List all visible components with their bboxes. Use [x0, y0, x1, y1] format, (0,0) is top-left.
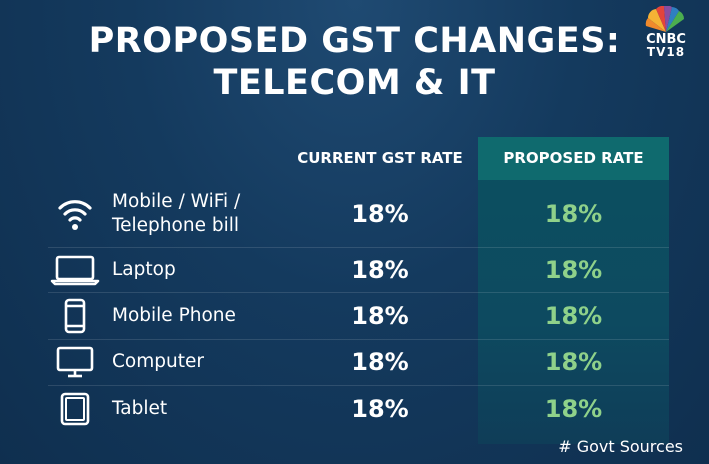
header-proposed-rate: PROPOSED RATE — [478, 137, 669, 180]
computer-monitor-icon — [48, 342, 102, 382]
current-rate: 18% — [351, 301, 409, 330]
row-label: Tablet — [112, 397, 168, 419]
row-label-line-2: Telephone bill — [112, 214, 239, 236]
table-row: Mobile Phone 18% 18% — [48, 292, 669, 340]
mobile-phone-icon — [48, 296, 102, 336]
row-label: Laptop — [112, 258, 176, 280]
logo-text-tv18: TV18 — [646, 45, 686, 59]
table-row: Mobile / WiFi / Telephone bill 18% 18% — [48, 180, 669, 248]
proposed-rate: 18% — [544, 348, 603, 376]
wifi-icon — [48, 194, 102, 234]
row-label-line-1: Mobile / WiFi / — [112, 190, 241, 212]
current-rate: 18% — [351, 255, 409, 284]
logo-text-cnbc: CNBC — [646, 32, 686, 47]
row-label: Mobile / WiFi / Telephone bill — [112, 190, 282, 238]
laptop-icon — [48, 250, 102, 290]
current-rate: 18% — [351, 394, 409, 423]
proposed-rate: 18% — [544, 199, 603, 228]
proposed-rate: 18% — [544, 255, 603, 284]
proposed-column-background — [478, 137, 669, 444]
current-rate: 18% — [351, 199, 409, 228]
header-current-gst-rate: CURRENT GST RATE — [297, 149, 463, 167]
proposed-rate: 18% — [544, 301, 603, 330]
current-rate: 18% — [351, 348, 409, 376]
row-label: Computer — [112, 351, 204, 372]
table-row: Laptop 18% 18% — [48, 247, 669, 293]
table-row: Computer 18% 18% — [48, 339, 669, 386]
tablet-icon — [48, 389, 102, 429]
page-title: PROPOSED GST CHANGES: TELECOM & IT — [0, 20, 709, 104]
table-row: Tablet 18% 18% — [48, 385, 669, 432]
cnbc-tv18-logo: CNBC TV18 — [637, 6, 695, 68]
title-line-1: PROPOSED GST CHANGES: — [88, 21, 621, 61]
title-line-2: TELECOM & IT — [213, 63, 496, 103]
row-label: Mobile Phone — [112, 304, 236, 326]
peacock-logo-icon — [645, 6, 684, 32]
source-note: # Govt Sources — [558, 437, 683, 456]
proposed-rate: 18% — [544, 394, 603, 423]
